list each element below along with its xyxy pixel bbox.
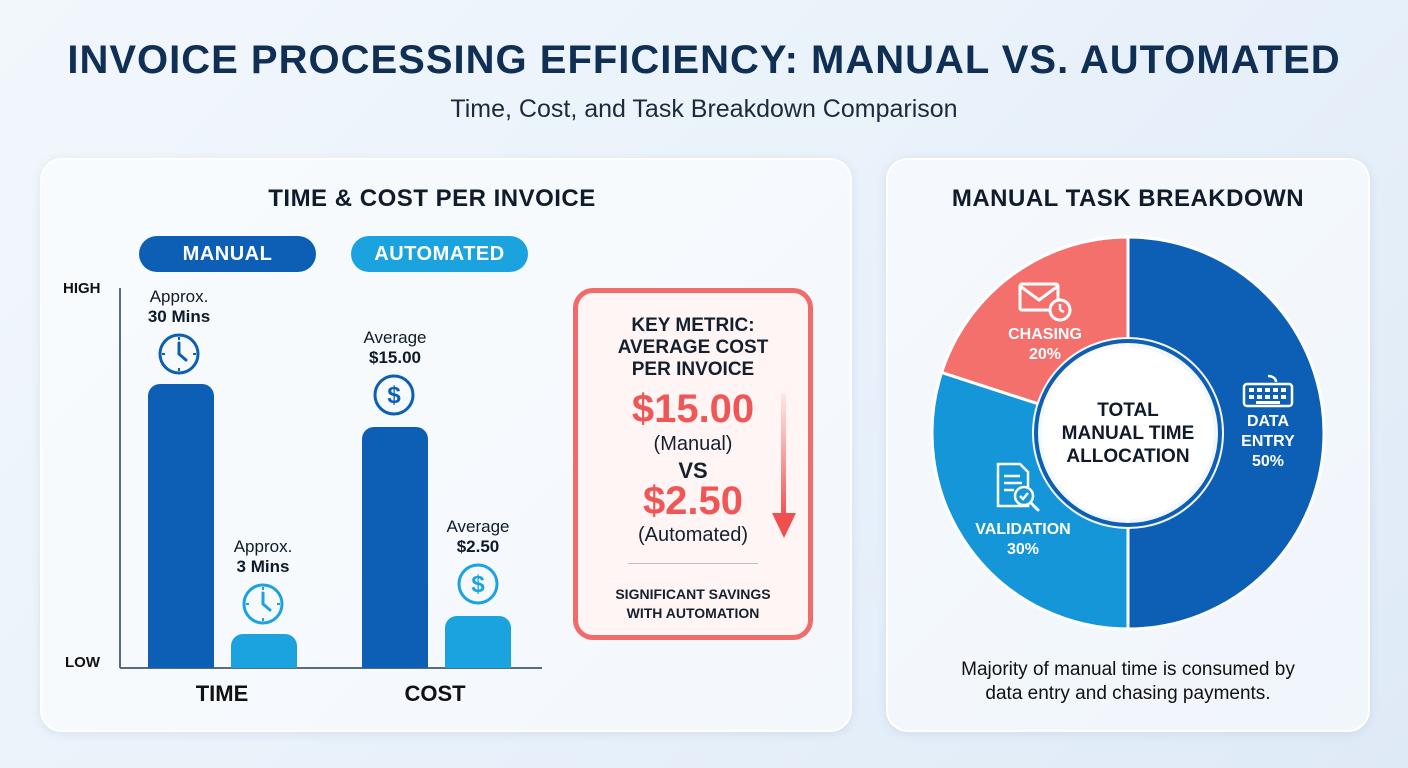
automated-cost-caption: (Automated) <box>637 524 749 546</box>
data-entry-label-line2: ENTRY <box>1241 433 1295 450</box>
keyboard-icon <box>1242 374 1294 413</box>
savings-note-line2: WITH AUTOMATION <box>626 605 760 621</box>
savings-note-line1: SIGNIFICANT SAVINGS <box>615 586 771 602</box>
center-label-line1: TOTAL <box>1097 400 1159 421</box>
manual-time-label-value: 30 Mins <box>147 307 211 326</box>
manual-cost-label: Average $15.00 <box>344 328 446 368</box>
task-breakdown-pie <box>930 235 1326 631</box>
dollar-icon: $ <box>372 373 416 422</box>
pie-slice-data-entry <box>1126 235 1326 631</box>
legend-automated: AUTOMATED <box>351 236 528 272</box>
pie-label-data-entry: DATA ENTRY 50% <box>1218 412 1318 472</box>
key-metric-title-line3: PER INVOICE <box>631 359 755 380</box>
svg-text:$: $ <box>471 571 485 598</box>
validation-pct: 30% <box>1006 541 1040 558</box>
data-entry-pct: 50% <box>1251 453 1285 470</box>
bar-automated-cost <box>445 616 511 668</box>
down-arrow-icon <box>772 393 796 538</box>
automated-cost-label-value: $2.50 <box>456 537 500 556</box>
metric-divider <box>628 563 758 564</box>
pie-caption-line2: data entry and chasing payments. <box>985 683 1271 704</box>
key-metric-card: KEY METRIC: AVERAGE COST PER INVOICE $15… <box>573 288 813 640</box>
bar-automated-time <box>231 634 297 668</box>
validation-label: VALIDATION <box>975 521 1071 538</box>
chasing-label: CHASING <box>1008 326 1082 343</box>
pie-center-ring-border <box>1034 339 1222 527</box>
manual-cost-value: $15.00 <box>631 387 755 431</box>
task-breakdown-panel: MANUAL TASK BREAKDOWN CHASING <box>886 158 1370 732</box>
y-axis-high-label: HIGH <box>63 280 101 297</box>
pie-label-chasing: CHASING 20% <box>990 325 1100 365</box>
subtitle: Time, Cost, and Task Breakdown Compariso… <box>450 95 958 123</box>
svg-text:$: $ <box>387 382 401 409</box>
pie-caption-line1: Majority of manual time is consumed by <box>961 659 1295 680</box>
clock-icon <box>241 582 285 631</box>
key-metric-title-line2: AVERAGE COST <box>617 337 769 358</box>
chasing-pct: 20% <box>1028 346 1062 363</box>
document-search-icon <box>994 462 1042 519</box>
x-label-cost: COST <box>404 681 466 706</box>
manual-cost-label-value: $15.00 <box>369 348 421 367</box>
automated-time-label: Approx. 3 Mins <box>212 537 314 577</box>
time-cost-heading: TIME & COST PER INVOICE <box>268 185 596 212</box>
manual-time-label: Approx. 30 Mins <box>128 287 230 327</box>
task-breakdown-heading: MANUAL TASK BREAKDOWN <box>951 185 1305 212</box>
automated-cost-label: Average $2.50 <box>427 517 529 557</box>
center-label-line3: ALLOCATION <box>1066 446 1190 467</box>
center-label-line2: MANUAL TIME <box>1061 423 1195 444</box>
pie-center-hole <box>1042 347 1214 519</box>
manual-cost-caption: (Manual) <box>653 433 733 455</box>
main-title: INVOICE PROCESSING EFFICIENCY: MANUAL VS… <box>67 38 1341 82</box>
x-label-time: TIME <box>195 681 249 706</box>
vs-label: VS <box>678 458 708 483</box>
time-cost-panel: TIME & COST PER INVOICE MANUAL AUTOMATED… <box>40 158 852 732</box>
bar-chart-axes <box>119 288 542 669</box>
automated-cost-label-prefix: Average <box>446 517 510 536</box>
pie-center-label: TOTAL MANUAL TIME ALLOCATION <box>1048 399 1208 468</box>
clock-icon <box>157 332 201 381</box>
legend-manual: MANUAL <box>139 236 316 272</box>
key-metric-title-line1: KEY METRIC: <box>631 315 755 336</box>
automated-cost-value: $2.50 <box>642 479 744 523</box>
pie-label-validation: VALIDATION 30% <box>958 520 1088 560</box>
manual-cost-label-prefix: Average <box>363 328 427 347</box>
manual-time-label-prefix: Approx. <box>149 287 209 306</box>
bar-manual-time <box>148 384 214 668</box>
envelope-clock-icon <box>1018 280 1072 327</box>
data-entry-label-line1: DATA <box>1246 413 1290 430</box>
bar-manual-cost <box>362 426 428 668</box>
y-axis-low-label: LOW <box>65 654 100 671</box>
automated-time-label-prefix: Approx. <box>233 537 293 556</box>
automated-time-label-value: 3 Mins <box>236 557 290 576</box>
dollar-icon: $ <box>456 562 500 611</box>
